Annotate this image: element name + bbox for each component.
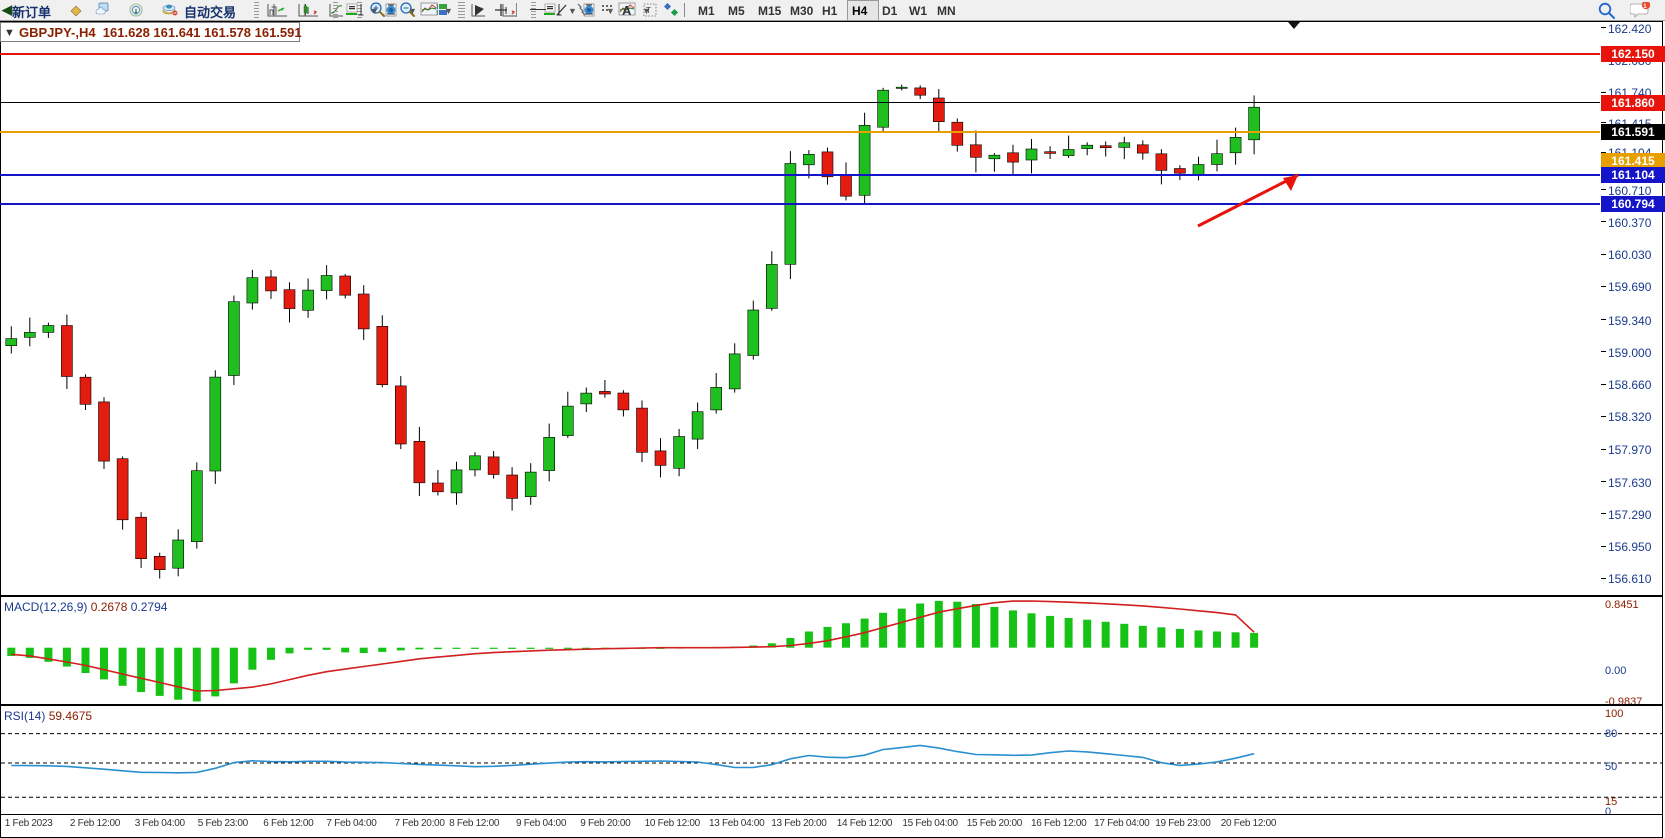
svg-text:T: T: [646, 6, 651, 15]
